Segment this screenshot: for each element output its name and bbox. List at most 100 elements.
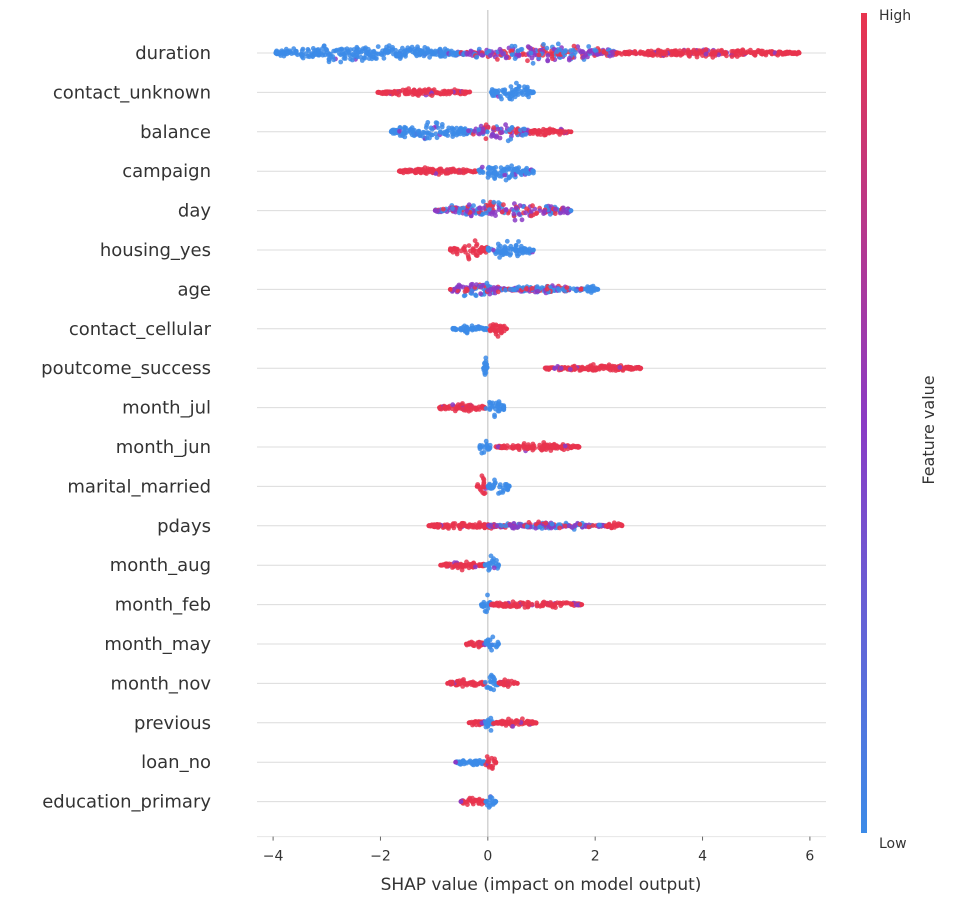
feature-label: marital_married [67,476,211,497]
data-point [460,401,465,406]
data-point [484,50,490,56]
data-point [528,209,534,215]
data-point [350,57,355,63]
data-point [611,520,617,526]
data-point [752,52,758,58]
data-point [516,52,522,57]
feature-label: day [178,201,211,222]
data-point [488,686,494,692]
data-point [356,50,361,55]
beeswarm-row [438,553,501,573]
colorbar-title: Feature value [919,375,938,484]
data-point [495,289,501,295]
data-point [470,281,475,287]
data-point [514,681,520,686]
data-point [466,243,472,249]
data-point [423,169,429,174]
data-point [477,170,483,176]
data-point [517,170,522,175]
data-point [502,172,508,178]
data-point [478,291,483,297]
data-point [402,48,408,54]
data-point [572,523,578,528]
feature-label: month_may [104,634,211,655]
data-point [586,49,592,54]
data-point [434,90,440,95]
data-point [505,603,511,609]
data-point [496,641,501,647]
data-point [480,130,486,135]
x-tick-label: 6 [805,849,814,865]
feature-label: month_feb [115,595,211,616]
data-point [313,51,319,57]
data-point [461,205,466,211]
data-point [488,486,494,491]
data-point [518,127,523,133]
data-point [442,404,447,410]
data-point [464,325,469,330]
data-point [519,217,525,223]
data-point [466,565,472,571]
data-point [493,799,499,804]
colorbar-high-label: High [879,8,911,24]
data-point [520,92,526,97]
data-point [476,404,482,410]
data-point [642,52,648,57]
data-point [524,250,529,255]
data-point [543,447,549,452]
dots-layer [273,41,802,810]
data-point [491,125,497,131]
data-point [490,634,496,640]
data-point [544,45,550,51]
data-point [495,126,501,132]
data-point [334,47,340,53]
data-point [537,442,543,448]
data-point [495,90,501,96]
data-point [524,206,529,212]
colorbar-low-label: Low [879,836,907,852]
data-point [493,134,499,140]
data-point [374,56,379,61]
data-point [481,477,487,483]
data-point [485,125,491,130]
data-point [531,247,536,253]
x-tick-label: −4 [263,849,284,865]
data-point [568,601,573,606]
feature-label: housing_yes [100,240,211,261]
data-point [492,412,497,418]
data-point [418,89,424,95]
data-point [456,170,461,175]
data-point [590,523,596,528]
data-point [497,243,503,249]
data-point [448,169,453,175]
data-point [470,325,476,331]
data-point [489,404,495,410]
data-point [481,450,487,455]
data-point [595,52,600,57]
data-point [429,93,435,98]
data-point [439,168,445,174]
data-point [450,206,455,211]
data-point [479,164,485,170]
data-point [691,51,697,57]
data-point [763,52,769,58]
data-point [487,566,493,571]
data-point [541,211,546,217]
data-point [450,402,456,408]
data-point [514,285,520,291]
data-point [578,287,584,292]
data-point [581,54,586,60]
data-point [454,249,460,255]
data-point [576,444,582,450]
data-point [512,523,518,529]
data-point [466,256,472,262]
data-point [487,522,493,528]
data-point [525,602,530,608]
data-point [501,405,507,410]
feature-label: balance [140,122,211,143]
data-point [570,444,575,450]
data-point [517,203,523,209]
data-point [555,41,561,47]
beeswarm-row [453,754,499,771]
data-point [451,246,457,252]
